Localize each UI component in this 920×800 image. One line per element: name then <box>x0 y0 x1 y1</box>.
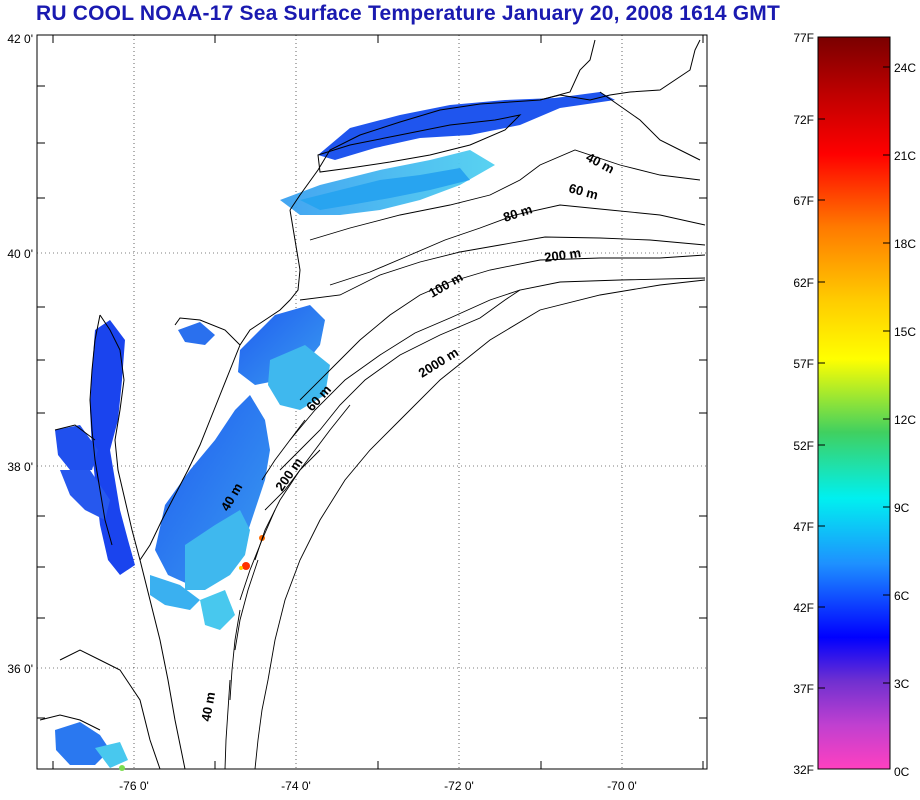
contour-label: 200 m <box>543 245 582 265</box>
colorbar-c-label: 21C <box>894 149 916 163</box>
colorbar-f-label: 42F <box>793 601 814 615</box>
sst-data-layer <box>55 92 615 771</box>
contour-label: 40 m <box>198 691 218 723</box>
lon-label: -74 0' <box>281 779 311 793</box>
lat-label: 42 0' <box>7 32 33 46</box>
colorbar-f-label: 32F <box>793 763 814 777</box>
colorbar-c-label: 9C <box>894 501 910 515</box>
colorbar: 77F 72F 67F 62F 57F 52F 47F 42F 37F 32F … <box>793 31 916 779</box>
colorbar-f-label: 72F <box>793 113 814 127</box>
lon-label: -76 0' <box>119 779 149 793</box>
colorbar-gradient <box>817 36 891 770</box>
colorbar-f-label: 52F <box>793 439 814 453</box>
colorbar-c-label: 3C <box>894 677 910 691</box>
colorbar-c-label: 15C <box>894 325 916 339</box>
colorbar-c-label: 0C <box>894 765 910 779</box>
coastline <box>39 39 701 770</box>
lat-label: 36 0' <box>7 662 33 676</box>
colorbar-f-label: 37F <box>793 682 814 696</box>
lat-label: 38 0' <box>7 460 33 474</box>
colorbar-f-label: 47F <box>793 520 814 534</box>
frame-ticks <box>37 35 707 769</box>
colorbar-f-label: 57F <box>793 357 814 371</box>
lon-label: -70 0' <box>607 779 637 793</box>
lon-label: -72 0' <box>444 779 474 793</box>
colorbar-c-label: 18C <box>894 237 916 251</box>
colorbar-f-label: 67F <box>793 194 814 208</box>
bathymetry-contours <box>224 149 706 770</box>
map-frame <box>36 34 708 770</box>
latitude-labels: 42 0' 40 0' 38 0' 36 0' <box>7 32 33 676</box>
colorbar-f-label: 77F <box>793 31 814 45</box>
contour-label: 60 m <box>567 180 600 202</box>
lat-label: 40 0' <box>7 247 33 261</box>
colorbar-c-label: 24C <box>894 61 916 75</box>
colorbar-c-label: 6C <box>894 589 910 603</box>
colorbar-c-label: 12C <box>894 413 916 427</box>
longitude-labels: -76 0' -74 0' -72 0' -70 0' <box>119 779 637 793</box>
map-title: RU COOL NOAA-17 Sea Surface Temperature … <box>36 2 781 25</box>
colorbar-f-label: 62F <box>793 276 814 290</box>
